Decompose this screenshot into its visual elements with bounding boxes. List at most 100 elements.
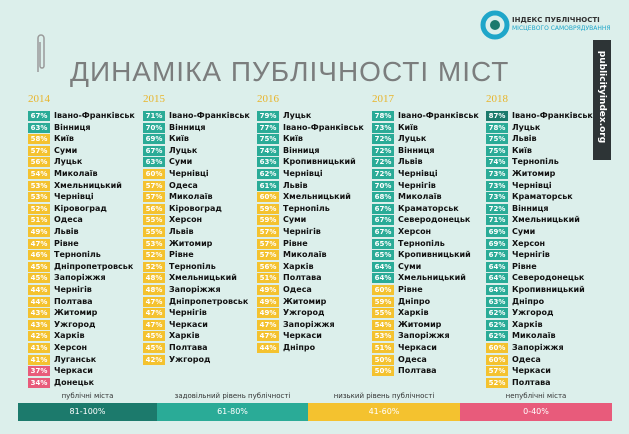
percent-badge: 49% (257, 285, 279, 295)
percent-badge: 62% (257, 169, 279, 179)
city-name: Харків (512, 319, 543, 329)
city-name: Кіровоград (54, 203, 107, 213)
city-name: Житомир (512, 169, 556, 178)
percent-badge: 57% (28, 145, 50, 156)
percent-badge: 72% (372, 169, 394, 179)
city-name: Івано-Франківськ (512, 111, 593, 120)
percent-badge: 54% (28, 169, 50, 179)
city-name: Одеса (512, 354, 541, 364)
percent-badge: 75% (257, 134, 279, 145)
city-name: Київ (54, 134, 74, 144)
city-name: Херсон (169, 215, 203, 225)
city-name: Черкаси (54, 366, 93, 376)
city-name: Київ (283, 134, 303, 144)
city-name: Краматорськ (512, 192, 573, 202)
percent-badge: 56% (28, 157, 50, 168)
city-name: Суми (169, 157, 193, 167)
percent-badge: 69% (486, 227, 508, 237)
city-name: Донецьк (54, 377, 94, 387)
percent-badge: 44% (28, 296, 50, 307)
city-name: Тернопіль (398, 238, 445, 248)
city-name: Черкаси (512, 366, 551, 376)
city-name: Луцьк (54, 157, 83, 167)
percent-badge: 70% (143, 122, 165, 133)
percent-badge: 62% (486, 319, 508, 330)
percent-badge: 51% (28, 215, 50, 226)
percent-badge: 60% (486, 343, 508, 353)
percent-badge: 67% (372, 215, 394, 226)
percent-badge: 60% (486, 354, 508, 365)
percent-badge: 67% (486, 250, 508, 261)
percent-badge: 61% (257, 180, 279, 191)
city-name: Вінниця (169, 122, 206, 132)
percent-badge: 63% (486, 296, 508, 307)
percent-badge: 73% (486, 180, 508, 191)
city-name: Львів (169, 227, 194, 236)
percent-badge: 78% (486, 122, 508, 133)
percent-badge: 47% (143, 319, 165, 330)
percent-badge: 55% (372, 308, 394, 319)
city-name: Львів (398, 157, 423, 167)
legend-bar: 0-40% (460, 403, 612, 421)
city-name: Дніпропетровськ (169, 296, 249, 306)
percent-badge: 59% (372, 296, 394, 307)
percent-badge: 62% (486, 331, 508, 342)
city-name: Харків (169, 331, 200, 341)
city-name: Київ (398, 122, 418, 132)
city-name: Чернігів (283, 227, 321, 236)
percent-badge: 73% (486, 192, 508, 203)
percent-badge: 67% (28, 111, 50, 121)
percent-badge: 64% (486, 273, 508, 284)
percent-badge: 74% (486, 157, 508, 168)
site-tab: publicityindex.org (593, 40, 611, 160)
percent-badge: 77% (257, 122, 279, 133)
city-name: Тернопіль (283, 203, 330, 213)
percent-badge: 57% (486, 366, 508, 377)
city-name: Львів (283, 180, 308, 190)
site-url: publicityindex.org (597, 50, 607, 144)
percent-badge: 49% (257, 296, 279, 307)
percent-badge: 75% (486, 134, 508, 145)
city-name: Черкаси (398, 343, 437, 352)
percent-badge: 54% (372, 319, 394, 330)
percent-badge: 47% (257, 319, 279, 330)
percent-badge: 42% (143, 354, 165, 365)
percent-badge: 55% (143, 215, 165, 226)
city-name: Северодонецьк (512, 273, 585, 283)
percent-badge: 64% (372, 273, 394, 284)
percent-badge: 63% (28, 122, 50, 133)
city-name: Чернігів (169, 308, 207, 318)
percent-badge: 67% (372, 203, 394, 214)
percent-badge: 48% (143, 273, 165, 284)
percent-badge: 72% (372, 145, 394, 156)
city-name: Одеса (54, 215, 83, 225)
city-name: Чернігів (398, 180, 436, 190)
percent-badge: 52% (143, 261, 165, 272)
percent-badge: 45% (143, 343, 165, 353)
legend-bar: 81-100% (18, 403, 157, 421)
percent-badge: 47% (28, 238, 50, 249)
city-name: Івано-Франківськ (398, 111, 479, 120)
city-name: Ужгород (169, 354, 211, 364)
percent-badge: 48% (143, 285, 165, 295)
percent-badge: 34% (28, 377, 50, 388)
city-name: Київ (512, 145, 532, 155)
city-name: Полтава (54, 296, 93, 306)
city-name: Львів (54, 227, 79, 236)
percent-badge: 64% (486, 285, 508, 295)
city-name: Львів (512, 134, 537, 144)
city-name: Миколаїв (283, 250, 327, 260)
logo-icon (480, 10, 510, 40)
city-name: Кіровоград (169, 203, 222, 213)
percent-badge: 47% (257, 331, 279, 342)
percent-badge: 44% (28, 285, 50, 295)
percent-badge: 63% (143, 157, 165, 168)
city-name: Черкаси (169, 319, 208, 329)
city-name: Полтава (283, 273, 322, 283)
city-name: Полтава (398, 366, 437, 376)
percent-badge: 87% (486, 111, 508, 121)
city-name: Луцьк (283, 111, 312, 120)
city-name: Миколаїв (54, 169, 98, 178)
city-name: Чернівці (283, 169, 323, 178)
